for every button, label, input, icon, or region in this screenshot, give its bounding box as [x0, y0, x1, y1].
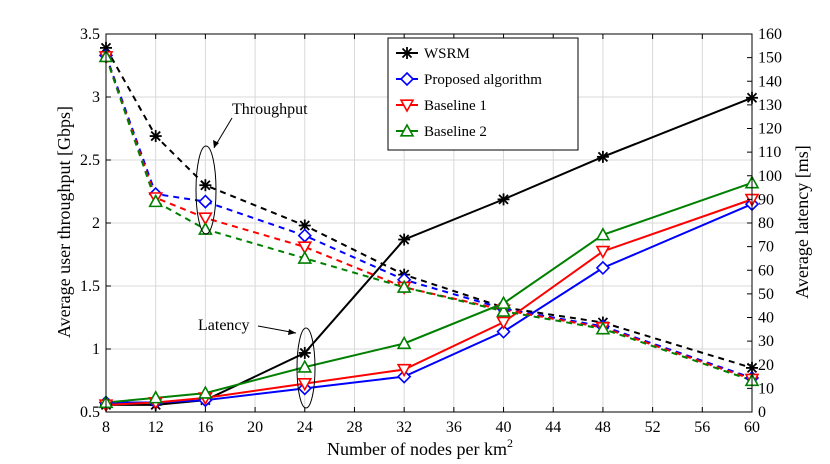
latency-point-baseline-1 — [595, 245, 611, 259]
y-left-tick-label: 3 — [92, 89, 100, 106]
y-right-tick-label: 30 — [758, 333, 774, 350]
y-right-tick-label: 80 — [758, 215, 774, 232]
legend-label-proposed-algorithm: Proposed algorithm — [424, 72, 542, 88]
latency-ellipse — [296, 327, 316, 409]
x-axis-label-text: Number of nodes per km — [327, 439, 507, 459]
throughput-point-wsrm — [299, 220, 310, 231]
latency-point-baseline-1 — [496, 316, 511, 330]
legend-label-baseline-1: Baseline 1 — [424, 98, 487, 114]
throughput-point-baseline-1 — [198, 212, 213, 226]
y-left-tick-label: 2 — [92, 215, 100, 232]
latency-point-wsrm — [299, 347, 310, 359]
y-right-tick-label: 150 — [758, 50, 782, 67]
latency-point-baseline-2 — [496, 295, 511, 309]
throughput-point-baseline-1 — [297, 241, 313, 255]
x-tick-label: 12 — [148, 419, 164, 436]
y-right-axis-ticks: 0 10 20 30 40 50 60 70 80 90 100 110 120 130 140 150 160 — [747, 26, 782, 421]
y-right-tick-label: 120 — [758, 121, 782, 138]
y-right-tick-label: 160 — [758, 26, 782, 43]
x-tick-label: 60 — [744, 419, 760, 436]
legend-label-baseline-2: Baseline 2 — [424, 124, 487, 140]
y-right-tick-label: 60 — [758, 262, 774, 279]
latency-point-baseline-2 — [297, 359, 313, 373]
legend-marker-baseline-2 — [399, 123, 415, 137]
y-left-axis-ticks: 0.5 1 1.5 2 2.5 3 3.5 — [80, 26, 111, 421]
y-right-tick-label: 70 — [758, 239, 774, 256]
y-right-tick-label: 10 — [758, 380, 774, 397]
y-right-axis-label: Average latency [ms] — [792, 145, 812, 299]
x-tick-label: 8 — [102, 419, 110, 436]
throughput-point-proposed-algorithm — [297, 228, 312, 243]
x-tick-label: 48 — [595, 419, 611, 436]
x-tick-label: 32 — [396, 419, 412, 436]
y-left-tick-label: 3.5 — [80, 26, 100, 43]
latency-point-wsrm — [498, 194, 509, 205]
legend-marker-proposed-algorithm — [399, 71, 415, 87]
y-left-tick-label: 2.5 — [80, 152, 100, 169]
throughput-point-baseline-2 — [496, 303, 511, 317]
x-tick-label: 44 — [545, 419, 561, 436]
throughput-line-baseline-1 — [105, 56, 753, 381]
annotations: Throughput Latency — [195, 101, 316, 409]
x-tick-label: 52 — [645, 419, 661, 436]
x-tick-label: 20 — [247, 419, 263, 436]
throughput-line-proposed-algorithm — [105, 55, 753, 379]
latency-point-baseline-2 — [198, 385, 213, 399]
y-left-tick-label: 1.5 — [80, 278, 100, 295]
latency-point-proposed-algorithm — [496, 324, 511, 339]
latency-point-wsrm — [399, 234, 410, 245]
latency-line-wsrm — [106, 96, 753, 406]
throughput-line-wsrm — [105, 47, 753, 369]
legend-label-wsrm: WSRM — [424, 46, 470, 62]
throughput-point-baseline-2 — [297, 250, 313, 264]
y-right-tick-label: 40 — [758, 310, 774, 327]
throughput-point-baseline-2 — [148, 193, 164, 208]
throughput-arrowhead — [213, 140, 219, 148]
x-axis-ticks: 8 12 16 20 24 28 32 36 40 44 48 52 56 60 — [102, 34, 760, 436]
latency-arrowhead — [288, 329, 296, 335]
x-tick-label: 16 — [197, 419, 213, 436]
legend-marker-wsrm — [401, 47, 413, 59]
annotation-throughput: Throughput — [232, 101, 308, 118]
latency-point-wsrm — [597, 151, 609, 162]
x-tick-label: 56 — [694, 419, 710, 436]
x-tick-label: 40 — [496, 419, 512, 436]
y-right-tick-label: 20 — [758, 357, 774, 374]
legend: WSRM Proposed algorithm Baseline 1 Baseline… — [387, 37, 579, 151]
x-tick-label: 24 — [297, 419, 313, 436]
x-tick-label: 28 — [346, 419, 362, 436]
y-right-tick-label: 100 — [758, 168, 782, 185]
throughput-line-baseline-2 — [105, 56, 753, 382]
latency-point-proposed-algorithm — [595, 260, 611, 276]
latency-point-baseline-1 — [396, 363, 412, 378]
annotation-latency: Latency — [198, 317, 250, 334]
latency-line-baseline-2 — [105, 181, 753, 404]
x-tick-label: 36 — [446, 419, 462, 436]
y-right-tick-label: 140 — [758, 73, 782, 90]
latency-point-baseline-2 — [148, 390, 164, 404]
y-right-tick-label: 110 — [758, 144, 781, 161]
throughput-point-baseline-2 — [396, 279, 412, 293]
y-right-tick-label: 0 — [758, 404, 766, 421]
throughput-point-wsrm — [150, 130, 161, 142]
throughput-point-baseline-2 — [595, 321, 611, 335]
latency-point-baseline-1 — [297, 378, 313, 392]
legend-box — [387, 37, 579, 151]
y-left-axis-label: Average user throughput [Gbps] — [54, 106, 74, 338]
x-axis-label: Number of nodes per km2 — [327, 436, 513, 459]
y-left-tick-label: 0.5 — [80, 404, 100, 421]
legend-marker-baseline-1 — [399, 99, 415, 113]
y-right-tick-label: 130 — [758, 97, 782, 114]
throughput-point-proposed-algorithm — [198, 194, 213, 209]
y-right-tick-label: 90 — [758, 191, 774, 208]
x-axis-label-superscript: 2 — [507, 436, 513, 450]
latency-point-baseline-2 — [396, 335, 412, 350]
latency-line-baseline-1 — [105, 198, 753, 406]
y-left-tick-label: 1 — [92, 341, 100, 358]
y-right-tick-label: 50 — [758, 286, 774, 303]
latency-point-baseline-2 — [595, 227, 611, 241]
throughput-point-wsrm — [200, 180, 211, 191]
throughput-ellipse — [195, 145, 217, 235]
